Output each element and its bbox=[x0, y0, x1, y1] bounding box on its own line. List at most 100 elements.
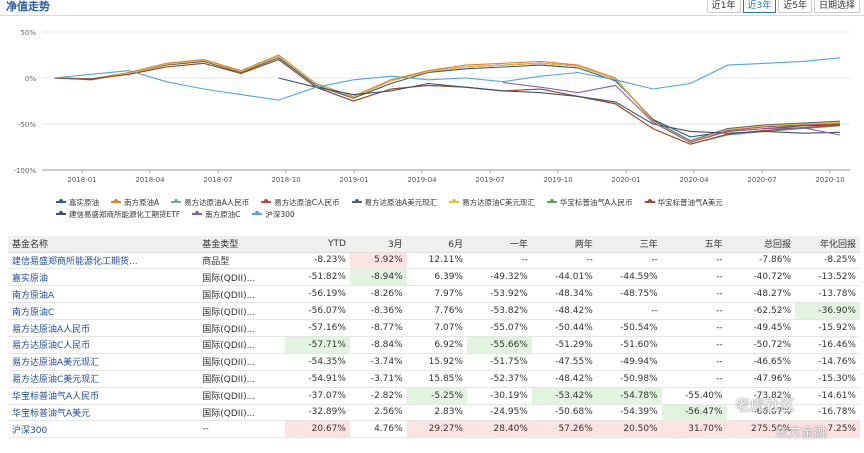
table-cell: -55.40% bbox=[661, 387, 727, 405]
table-cell: 国际(QDII)... bbox=[198, 336, 286, 354]
y-tick-label: 0% bbox=[25, 75, 36, 83]
table-cell: -50.68% bbox=[531, 404, 597, 422]
table-cell: -30.19% bbox=[466, 387, 532, 405]
table-cell: 7.97% bbox=[406, 285, 467, 304]
table-cell: 国际(QDII)... bbox=[198, 404, 286, 422]
table-cell: -8.84% bbox=[349, 336, 407, 354]
legend-item[interactable]: 沪深300 bbox=[252, 209, 295, 220]
series-line-10 bbox=[53, 57, 841, 101]
range-tab-2[interactable]: 近5年 bbox=[778, 0, 812, 13]
column-header[interactable]: 基金类型 bbox=[198, 236, 286, 253]
table-cell: 28.40% bbox=[466, 420, 532, 439]
table-cell: 国际(QDII)... bbox=[198, 353, 286, 371]
table-cell: -15.30% bbox=[795, 370, 860, 388]
x-tick-label: 2018-01 bbox=[67, 176, 96, 184]
range-tab-3[interactable]: 日期选择 bbox=[813, 0, 860, 13]
legend-item[interactable]: 华宝标普油气A美元 bbox=[644, 197, 723, 208]
legend-label: 易方达原油A美元现汇 bbox=[364, 197, 438, 207]
legend-item[interactable]: 嘉实原油 bbox=[56, 197, 99, 208]
column-header[interactable]: 年化回报 bbox=[795, 236, 860, 253]
fund-name-link[interactable]: 嘉实原油 bbox=[8, 268, 199, 287]
table-cell: 国际(QDII)... bbox=[198, 268, 286, 287]
legend-label: 南方原油A bbox=[124, 197, 160, 207]
fund-name-link[interactable]: 华宝标普油气A美元 bbox=[8, 404, 199, 422]
table-cell: 57.26% bbox=[531, 420, 597, 439]
table-cell: -55.66% bbox=[466, 336, 532, 354]
fund-name-link[interactable]: 南方原油C bbox=[8, 302, 199, 321]
legend-item[interactable]: 易方达原油C人民币 bbox=[261, 197, 340, 208]
fund-name-link[interactable]: 易方达原油A美元现汇 bbox=[8, 353, 199, 371]
table-cell: -8.25% bbox=[795, 252, 860, 270]
table-cell: 2.56% bbox=[349, 404, 407, 422]
column-header[interactable]: 3月 bbox=[349, 236, 407, 253]
column-header[interactable]: 一年 bbox=[466, 236, 532, 253]
column-header[interactable]: 两年 bbox=[531, 236, 597, 253]
y-tick-label: -100% bbox=[13, 167, 36, 175]
legend-row: 嘉实原油 南方原油A 易方达原油A人民币 易方达原油C人民币 易方达原油A美元现汇 易方达… bbox=[56, 196, 856, 208]
legend-swatch bbox=[252, 211, 263, 215]
fund-name-link[interactable]: 沪深300 bbox=[8, 420, 199, 439]
legend-item[interactable]: 南方原油A bbox=[111, 197, 159, 208]
fund-name-link[interactable]: 易方达原油A人民币 bbox=[8, 319, 199, 337]
table-cell: -24.95% bbox=[466, 404, 532, 422]
table-cell: -- bbox=[661, 302, 727, 321]
table-cell: 国际(QDII)... bbox=[198, 370, 286, 388]
table-cell: 6.39% bbox=[406, 268, 467, 287]
table-cell: -48.34% bbox=[531, 285, 597, 304]
legend-item[interactable]: 建信易盛郑商所能源化工期货ETF bbox=[56, 209, 180, 220]
legend-item[interactable]: 南方原油C bbox=[192, 209, 240, 220]
x-tick-label: 2020-07 bbox=[747, 176, 776, 184]
table-cell: -- bbox=[661, 370, 727, 388]
table-cell: 6.92% bbox=[406, 336, 467, 354]
table-cell: -3.74% bbox=[349, 353, 407, 371]
x-tick-label: 2020-01 bbox=[611, 176, 640, 184]
table-cell: -56.47% bbox=[661, 404, 727, 422]
fund-name-link[interactable]: 建信易盛郑商所能源化工期货... bbox=[8, 252, 199, 270]
column-header[interactable]: 三年 bbox=[596, 236, 662, 253]
table-cell: -51.82% bbox=[285, 268, 350, 287]
column-header[interactable]: 6月 bbox=[406, 236, 467, 253]
table-cell: -53.82% bbox=[466, 302, 532, 321]
legend-item[interactable]: 易方达原油A美元现汇 bbox=[351, 197, 438, 208]
table-cell: -53.42% bbox=[531, 387, 597, 405]
table-cell: -13.52% bbox=[795, 268, 860, 287]
table-row: 易方达原油A美元现汇 国际(QDII)... -54.35% -3.74% 15.92%… bbox=[8, 353, 860, 371]
range-tab-0[interactable]: 近1年 bbox=[706, 0, 741, 13]
legend-swatch bbox=[449, 199, 460, 203]
table-cell: -47.55% bbox=[531, 353, 597, 371]
legend-label: 沪深300 bbox=[265, 209, 295, 219]
table-cell: -56.19% bbox=[285, 285, 350, 304]
legend-label: 易方达原油C人民币 bbox=[274, 197, 340, 207]
fund-name-link[interactable]: 南方原油A bbox=[8, 285, 199, 304]
table-cell: 5.92% bbox=[349, 252, 407, 270]
x-tick-label: 2019-04 bbox=[407, 176, 437, 184]
legend-swatch bbox=[546, 199, 557, 203]
table-row: 易方达原油A人民币 国际(QDII)... -57.16% -8.77% 7.07% -5… bbox=[8, 319, 860, 337]
legend-item[interactable]: 易方达原油C美元现汇 bbox=[449, 197, 535, 208]
x-tick-label: 2018-10 bbox=[271, 176, 300, 184]
fund-name-link[interactable]: 华宝标普油气A人民币 bbox=[8, 387, 199, 405]
column-header[interactable]: YTD bbox=[285, 236, 350, 253]
table-cell: -36.90% bbox=[795, 302, 860, 321]
legend-item[interactable]: 华宝标普油气A人民币 bbox=[546, 197, 633, 208]
column-header[interactable]: 基金名称 bbox=[8, 236, 199, 253]
table-cell: -8.23% bbox=[285, 252, 350, 270]
series-line-5 bbox=[53, 55, 841, 143]
table-cell: -47.96% bbox=[726, 370, 796, 388]
table-cell: -8.36% bbox=[349, 302, 407, 321]
legend-item[interactable]: 易方达原油A人民币 bbox=[171, 197, 249, 208]
table-cell: -7.86% bbox=[726, 252, 796, 270]
x-tick-label: 2019-01 bbox=[339, 176, 368, 184]
column-header[interactable]: 总回报 bbox=[726, 236, 796, 253]
legend-label: 南方原油C bbox=[205, 209, 241, 219]
table-cell: 31.70% bbox=[661, 420, 727, 439]
legend-swatch bbox=[171, 199, 182, 203]
watermark-tiger: 老虎社区 bbox=[735, 396, 796, 414]
range-tab-1[interactable]: 近3年 bbox=[742, 0, 777, 13]
table-cell: -3.71% bbox=[349, 370, 407, 388]
legend-label: 华宝标普油气A美元 bbox=[657, 197, 723, 207]
fund-name-link[interactable]: 易方达原油C人民币 bbox=[8, 336, 199, 354]
fund-name-link[interactable]: 易方达原油C美元现汇 bbox=[8, 370, 199, 388]
series-line-4 bbox=[53, 55, 841, 142]
column-header[interactable]: 五年 bbox=[661, 236, 727, 253]
